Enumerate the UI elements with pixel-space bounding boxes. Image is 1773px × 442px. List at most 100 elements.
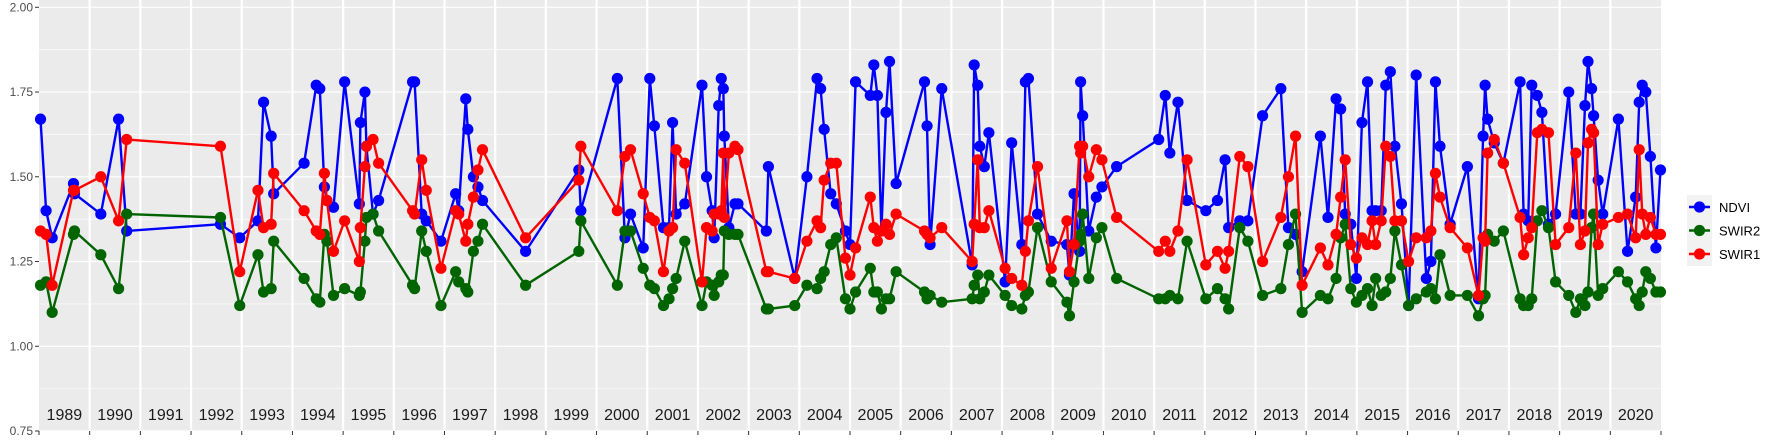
- data-point-ndvi: [234, 232, 246, 244]
- data-point-ndvi: [1654, 164, 1667, 176]
- data-point-ndvi: [1531, 89, 1543, 102]
- data-point-swir2: [624, 225, 637, 237]
- year-label: 2003: [756, 407, 792, 424]
- data-point-swir1: [268, 167, 280, 179]
- data-point-ndvi: [1219, 154, 1231, 166]
- data-point-swir2: [762, 303, 774, 315]
- data-point-swir1: [637, 188, 649, 200]
- y-tick-label: 1.50: [10, 170, 34, 184]
- data-point-swir1: [1370, 238, 1382, 251]
- data-point-swir2: [1636, 286, 1648, 298]
- year-labels: 1989 1990 1991 1992 1993 1994 1995 1996 1997 1998…: [47, 407, 1654, 424]
- data-point-swir2: [1111, 272, 1123, 285]
- data-point-swir2: [696, 299, 708, 312]
- data-point-swir1: [1630, 232, 1642, 244]
- data-point-ndvi: [1111, 161, 1123, 173]
- data-point-swir2: [268, 235, 280, 247]
- data-point-swir2: [1063, 310, 1076, 322]
- data-point-ndvi: [1612, 113, 1625, 125]
- data-point-swir2: [717, 269, 729, 281]
- data-point-swir2: [1402, 299, 1415, 312]
- year-label: 2020: [1618, 407, 1654, 424]
- data-point-ndvi: [811, 72, 823, 85]
- data-point-swir1: [1497, 157, 1509, 169]
- data-point-swir2: [1597, 283, 1609, 295]
- data-point-ndvi: [1256, 110, 1269, 122]
- data-point-swir2: [1096, 222, 1108, 234]
- data-point-swir1: [972, 154, 984, 166]
- data-point-swir2: [1172, 293, 1184, 305]
- data-point-ndvi: [1330, 93, 1342, 105]
- data-point-swir2: [450, 266, 462, 278]
- data-point-ndvi: [1479, 79, 1491, 91]
- data-point-swir2: [818, 266, 830, 278]
- data-point-swir2: [327, 289, 340, 302]
- year-label: 1989: [47, 407, 83, 424]
- data-point-swir1: [472, 164, 484, 176]
- data-point-ndvi: [462, 123, 474, 135]
- data-point-swir1: [818, 174, 830, 186]
- data-point-ndvi: [112, 113, 125, 125]
- data-point-swir2: [575, 215, 587, 227]
- data-point-swir1: [520, 232, 532, 244]
- data-point-swir1: [416, 154, 428, 166]
- data-point-ndvi: [1526, 79, 1538, 91]
- data-point-swir1: [1077, 140, 1089, 152]
- year-label: 2017: [1466, 407, 1502, 424]
- data-point-ndvi: [868, 59, 880, 71]
- legend-key-point: [1693, 248, 1706, 260]
- data-point-swir2: [801, 279, 813, 291]
- data-point-swir1: [460, 235, 472, 247]
- data-point-swir2: [1234, 222, 1246, 234]
- data-point-ndvi: [624, 208, 637, 220]
- data-point-swir2: [476, 218, 489, 230]
- data-point-swir1: [1296, 279, 1308, 291]
- data-point-swir1: [1621, 208, 1634, 220]
- data-point-swir2: [1322, 293, 1334, 305]
- legend-key-point: [1693, 201, 1706, 213]
- data-point-swir2: [1061, 296, 1073, 308]
- data-point-swir2: [1563, 289, 1575, 302]
- data-point-swir2: [1425, 283, 1437, 295]
- data-point-swir1: [1006, 272, 1018, 285]
- data-point-swir2: [1380, 286, 1392, 298]
- data-point-ndvi: [408, 76, 421, 88]
- data-point-swir1: [575, 140, 587, 152]
- data-point-swir2: [1083, 272, 1095, 285]
- data-point-swir2: [1016, 303, 1028, 315]
- data-point-swir1: [420, 184, 432, 196]
- data-point-swir1: [1582, 137, 1594, 149]
- data-point-swir1: [1612, 211, 1625, 224]
- legend-label-swir2: SWIR2: [1719, 224, 1760, 239]
- data-point-swir1: [1031, 161, 1044, 173]
- year-label: 2005: [858, 407, 894, 424]
- data-point-swir1: [1289, 130, 1302, 142]
- data-point-ndvi: [1579, 99, 1591, 112]
- data-point-ndvi: [849, 76, 862, 88]
- data-point-swir1: [1022, 215, 1035, 227]
- year-label: 1995: [351, 407, 387, 424]
- year-label: 2013: [1263, 407, 1299, 424]
- data-point-swir1: [1223, 245, 1235, 257]
- data-point-ndvi: [1077, 110, 1089, 122]
- data-point-swir1: [830, 157, 842, 169]
- data-point-swir2: [1389, 225, 1401, 237]
- year-label: 1990: [97, 407, 133, 424]
- data-point-ndvi: [1410, 69, 1422, 81]
- legend-key-point: [1693, 224, 1706, 237]
- year-label: 2004: [807, 407, 843, 424]
- data-point-swir2: [1006, 299, 1018, 312]
- data-point-ndvi: [450, 188, 462, 200]
- data-point-swir1: [839, 252, 852, 264]
- data-point-swir1: [648, 215, 660, 227]
- data-point-swir2: [864, 262, 876, 274]
- data-point-ndvi: [1563, 86, 1575, 98]
- data-point-swir2: [472, 235, 484, 247]
- data-point-swir2: [1219, 293, 1231, 305]
- data-point-ndvi: [974, 140, 986, 152]
- data-point-swir1: [1172, 225, 1184, 237]
- data-point-swir2: [811, 283, 823, 295]
- data-point-swir1: [1256, 255, 1269, 268]
- data-point-ndvi: [1164, 147, 1176, 159]
- data-point-swir2: [890, 266, 902, 278]
